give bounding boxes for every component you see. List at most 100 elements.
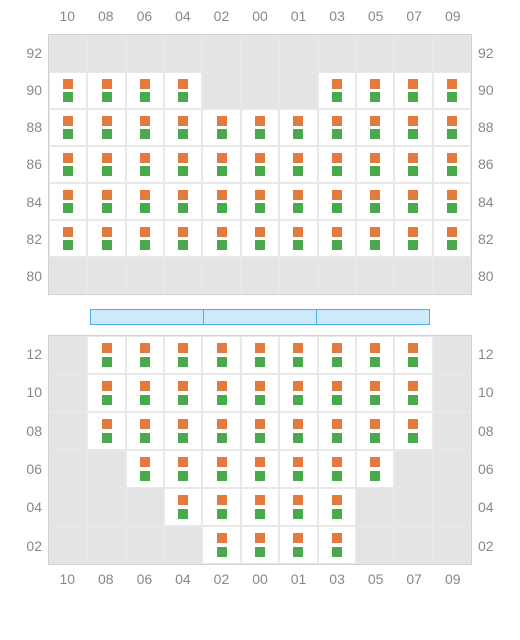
seat-cell[interactable] [164, 450, 202, 488]
seat-cell[interactable] [241, 374, 279, 412]
seat-cell[interactable] [126, 450, 164, 488]
seat-cell[interactable] [394, 109, 432, 146]
seat-cell[interactable] [318, 488, 356, 526]
seat-cell[interactable] [49, 109, 87, 146]
seat-cell[interactable] [164, 412, 202, 450]
seat-cell[interactable] [356, 412, 394, 450]
seat-cell[interactable] [87, 374, 125, 412]
seat-cell[interactable] [433, 220, 471, 257]
seat-cell[interactable] [356, 146, 394, 183]
seat-marker-bot [293, 129, 303, 139]
seat-cell[interactable] [279, 488, 317, 526]
seat-cell[interactable] [356, 109, 394, 146]
seat-cell[interactable] [356, 450, 394, 488]
seat-cell[interactable] [87, 220, 125, 257]
seat-cell[interactable] [279, 336, 317, 374]
row-label: 80 [24, 258, 48, 295]
seat-cell[interactable] [87, 412, 125, 450]
seat-cell[interactable] [318, 450, 356, 488]
seat-cell[interactable] [279, 450, 317, 488]
seat-cell[interactable] [126, 412, 164, 450]
seat-cell[interactable] [279, 374, 317, 412]
seat-cell[interactable] [202, 336, 240, 374]
seat-cell[interactable] [241, 220, 279, 257]
seat-cell[interactable] [433, 109, 471, 146]
seat-cell[interactable] [394, 336, 432, 374]
seat-cell[interactable] [126, 146, 164, 183]
seat-cell[interactable] [394, 72, 432, 109]
seat-cell[interactable] [126, 183, 164, 220]
seat-cell[interactable] [202, 183, 240, 220]
seat-cell[interactable] [241, 336, 279, 374]
seat-cell[interactable] [126, 336, 164, 374]
seat-cell[interactable] [164, 72, 202, 109]
seat-cell[interactable] [49, 146, 87, 183]
seat-cell[interactable] [87, 336, 125, 374]
seat-cell[interactable] [241, 183, 279, 220]
seat-cell[interactable] [164, 146, 202, 183]
stage-bar [90, 309, 430, 325]
seat-cell[interactable] [394, 146, 432, 183]
seat-cell[interactable] [202, 146, 240, 183]
seat-cell[interactable] [394, 412, 432, 450]
seat-cell[interactable] [394, 374, 432, 412]
seat-cell[interactable] [49, 220, 87, 257]
seat-cell[interactable] [164, 220, 202, 257]
seat-cell[interactable] [279, 526, 317, 564]
seat-cell[interactable] [241, 146, 279, 183]
seat-cell[interactable] [318, 72, 356, 109]
seat-cell[interactable] [126, 72, 164, 109]
seat-cell[interactable] [126, 220, 164, 257]
seat-cell[interactable] [279, 109, 317, 146]
seat-cell[interactable] [241, 412, 279, 450]
seat-cell[interactable] [202, 109, 240, 146]
seat-cell[interactable] [164, 374, 202, 412]
seat-cell[interactable] [126, 109, 164, 146]
seat-cell[interactable] [241, 109, 279, 146]
seat-cell[interactable] [202, 450, 240, 488]
seat-cell[interactable] [202, 412, 240, 450]
seat-cell[interactable] [126, 374, 164, 412]
seat-cell[interactable] [356, 336, 394, 374]
seat-cell[interactable] [279, 412, 317, 450]
seat-cell[interactable] [87, 109, 125, 146]
seat-cell[interactable] [318, 183, 356, 220]
seat-cell[interactable] [318, 526, 356, 564]
seat-cell[interactable] [164, 488, 202, 526]
seat-cell[interactable] [202, 220, 240, 257]
seat-cell[interactable] [164, 109, 202, 146]
seat-cell[interactable] [87, 183, 125, 220]
seat-cell[interactable] [394, 183, 432, 220]
seat-cell[interactable] [87, 146, 125, 183]
seat-cell[interactable] [318, 374, 356, 412]
seat-marker-top [178, 381, 188, 391]
seat-cell[interactable] [356, 72, 394, 109]
seat-cell[interactable] [202, 374, 240, 412]
seat-cell[interactable] [318, 412, 356, 450]
seat-cell[interactable] [433, 146, 471, 183]
seat-cell[interactable] [394, 220, 432, 257]
seat-cell[interactable] [356, 220, 394, 257]
seat-cell[interactable] [87, 72, 125, 109]
seat-cell[interactable] [318, 220, 356, 257]
seat-cell[interactable] [164, 183, 202, 220]
seat-marker-bot [178, 357, 188, 367]
seat-cell[interactable] [318, 146, 356, 183]
seat-cell[interactable] [279, 183, 317, 220]
seat-cell[interactable] [318, 336, 356, 374]
seat-cell[interactable] [433, 72, 471, 109]
seat-cell[interactable] [356, 374, 394, 412]
seat-cell[interactable] [318, 109, 356, 146]
seat-cell[interactable] [241, 526, 279, 564]
seat-cell[interactable] [202, 488, 240, 526]
seat-cell[interactable] [49, 183, 87, 220]
seat-cell[interactable] [241, 488, 279, 526]
seat-cell[interactable] [279, 220, 317, 257]
seat-cell[interactable] [241, 450, 279, 488]
seat-cell[interactable] [279, 146, 317, 183]
seat-cell[interactable] [202, 526, 240, 564]
seat-cell[interactable] [356, 183, 394, 220]
seat-cell[interactable] [433, 183, 471, 220]
seat-cell[interactable] [49, 72, 87, 109]
seat-cell[interactable] [164, 336, 202, 374]
